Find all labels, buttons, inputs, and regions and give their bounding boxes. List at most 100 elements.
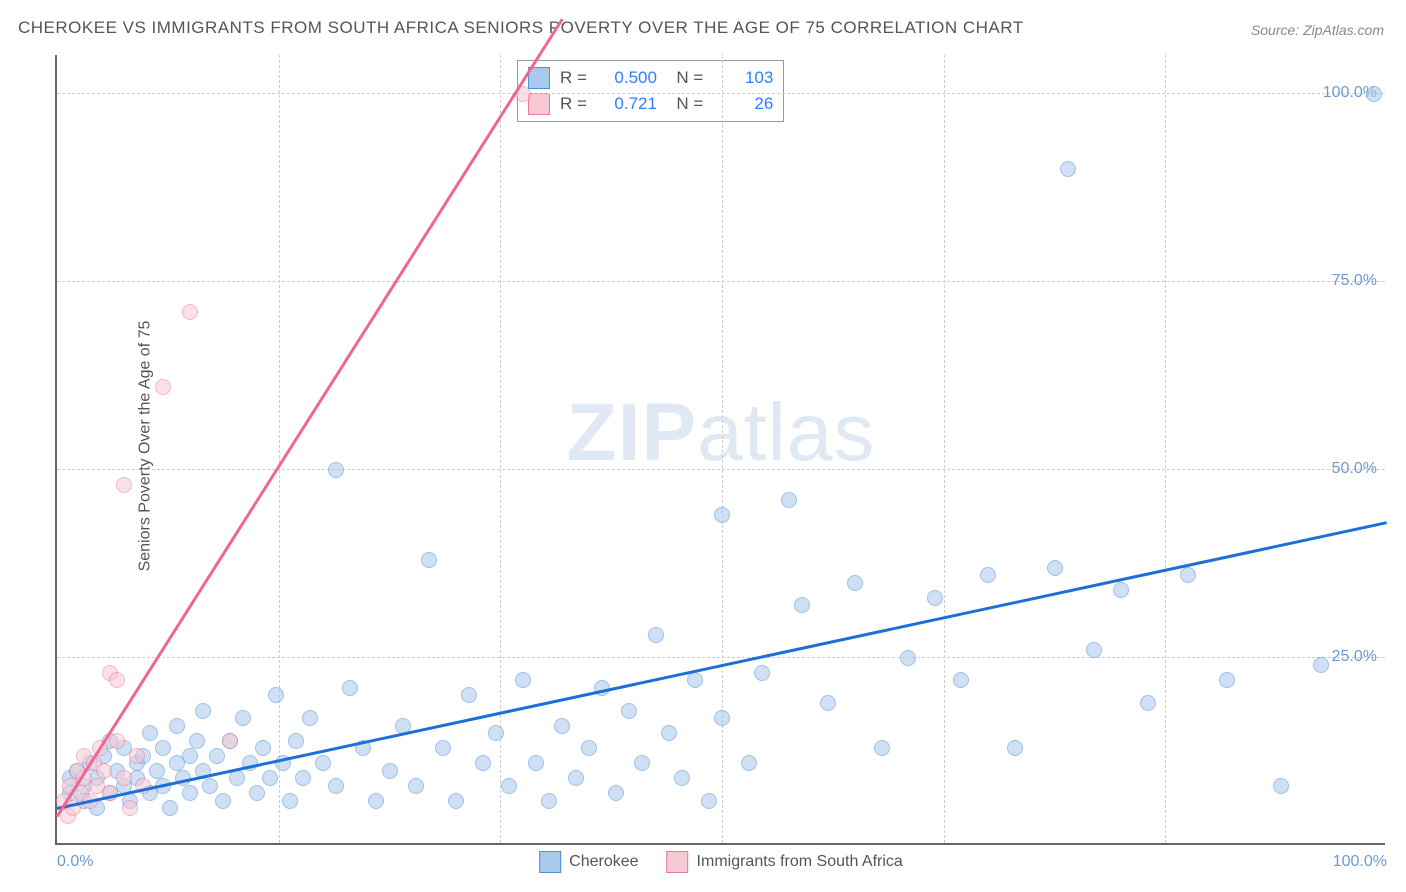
data-point-blue (149, 763, 165, 779)
data-point-blue (634, 755, 650, 771)
data-point-blue (754, 665, 770, 681)
legend-n-label: N = (667, 65, 703, 91)
data-point-blue (1273, 778, 1289, 794)
data-point-blue (1007, 740, 1023, 756)
data-point-blue (1113, 582, 1129, 598)
gridline-v (500, 55, 501, 843)
legend-row-blue: R = 0.500 N = 103 (528, 65, 773, 91)
data-point-blue (288, 733, 304, 749)
data-point-blue (1366, 86, 1382, 102)
data-point-blue (268, 687, 284, 703)
data-point-pink (116, 477, 132, 493)
legend-r-label: R = (560, 65, 587, 91)
trend-line-pink (56, 18, 564, 817)
data-point-blue (209, 748, 225, 764)
data-point-blue (741, 755, 757, 771)
data-point-pink (96, 763, 112, 779)
data-point-blue (189, 733, 205, 749)
gridline-h (57, 281, 1385, 282)
data-point-blue (1060, 161, 1076, 177)
data-point-blue (874, 740, 890, 756)
swatch-pink (667, 851, 689, 873)
data-point-blue (781, 492, 797, 508)
data-point-blue (342, 680, 358, 696)
data-point-blue (408, 778, 424, 794)
legend-label: Cherokee (569, 853, 638, 871)
data-point-pink (129, 748, 145, 764)
data-point-blue (461, 687, 477, 703)
data-point-blue (368, 793, 384, 809)
data-point-blue (581, 740, 597, 756)
data-point-pink (116, 770, 132, 786)
legend-label: Immigrants from South Africa (697, 853, 903, 871)
scatter-plot: ZIPatlas R = 0.500 N = 103 R = 0.721 N =… (55, 55, 1385, 845)
x-tick-label: 0.0% (57, 853, 93, 871)
data-point-blue (608, 785, 624, 801)
legend-item-pink: Immigrants from South Africa (667, 851, 903, 873)
data-point-blue (249, 785, 265, 801)
watermark: ZIPatlas (567, 386, 876, 480)
y-tick-label: 50.0% (1332, 460, 1377, 478)
data-point-blue (515, 672, 531, 688)
chart-title: CHEROKEE VS IMMIGRANTS FROM SOUTH AFRICA… (18, 18, 1024, 38)
data-point-blue (674, 770, 690, 786)
data-point-blue (541, 793, 557, 809)
data-point-blue (328, 462, 344, 478)
data-point-blue (215, 793, 231, 809)
data-point-blue (295, 770, 311, 786)
data-point-blue (315, 755, 331, 771)
data-point-blue (847, 575, 863, 591)
data-point-blue (621, 703, 637, 719)
data-point-blue (927, 590, 943, 606)
legend-r-value: 0.500 (597, 65, 657, 91)
data-point-blue (1086, 642, 1102, 658)
data-point-blue (255, 740, 271, 756)
source-attribution: Source: ZipAtlas.com (1251, 22, 1384, 38)
swatch-pink (528, 93, 550, 115)
data-point-blue (1313, 657, 1329, 673)
data-point-blue (142, 725, 158, 741)
data-point-blue (701, 793, 717, 809)
data-point-blue (1219, 672, 1235, 688)
data-point-blue (435, 740, 451, 756)
data-point-blue (328, 778, 344, 794)
data-point-blue (714, 507, 730, 523)
data-point-blue (262, 770, 278, 786)
data-point-blue (182, 748, 198, 764)
gridline-v (944, 55, 945, 843)
data-point-blue (1180, 567, 1196, 583)
data-point-pink (109, 672, 125, 688)
correlation-legend: R = 0.500 N = 103 R = 0.721 N = 26 (517, 60, 784, 122)
data-point-blue (202, 778, 218, 794)
gridline-v (279, 55, 280, 843)
data-point-blue (528, 755, 544, 771)
data-point-blue (554, 718, 570, 734)
data-point-blue (195, 703, 211, 719)
gridline-h (57, 657, 1385, 658)
data-point-pink (122, 800, 138, 816)
data-point-blue (820, 695, 836, 711)
data-point-blue (568, 770, 584, 786)
data-point-blue (1140, 695, 1156, 711)
data-point-blue (794, 597, 810, 613)
data-point-blue (980, 567, 996, 583)
data-point-blue (900, 650, 916, 666)
legend-item-blue: Cherokee (539, 851, 638, 873)
data-point-blue (488, 725, 504, 741)
data-point-blue (501, 778, 517, 794)
data-point-blue (687, 672, 703, 688)
data-point-blue (714, 710, 730, 726)
data-point-blue (169, 718, 185, 734)
data-point-blue (648, 627, 664, 643)
series-legend: Cherokee Immigrants from South Africa (539, 851, 903, 873)
data-point-blue (162, 800, 178, 816)
gridline-h (57, 93, 1385, 94)
gridline-h (57, 469, 1385, 470)
data-point-blue (953, 672, 969, 688)
legend-r-label: R = (560, 91, 587, 117)
data-point-blue (282, 793, 298, 809)
data-point-blue (235, 710, 251, 726)
gridline-v (1165, 55, 1166, 843)
data-point-blue (475, 755, 491, 771)
data-point-pink (222, 733, 238, 749)
